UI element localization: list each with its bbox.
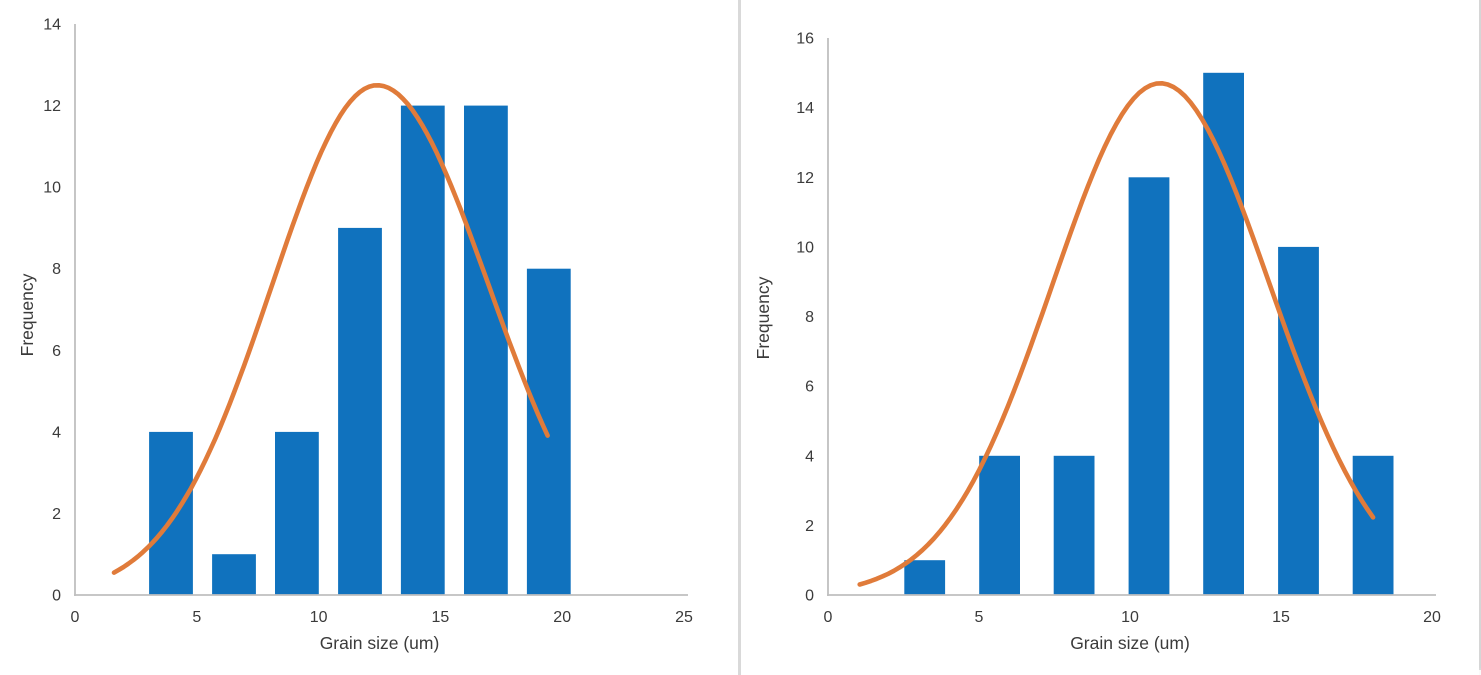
y-tick-label: 8 [52,261,61,278]
histogram-bar [149,431,193,595]
histogram-bar [1128,177,1170,596]
histogram-bar [904,560,946,595]
y-tick-label: 6 [805,379,814,396]
histogram-bar [1352,455,1394,596]
normal-fit-curve [857,81,1376,587]
y-tick-label: 8 [805,309,814,326]
y-tick-label: 6 [52,343,61,360]
y-tick-label: 16 [796,31,814,48]
x-axis-title: Grain size (um) [1070,633,1190,653]
y-tick-label: 14 [796,100,814,117]
x-tick-label: 20 [1423,609,1441,626]
x-tick-label: 15 [432,609,450,626]
histogram-bar [275,431,319,595]
x-tick-label: 5 [192,609,201,626]
x-tick-label: 0 [824,609,833,626]
y-tick-label: 10 [796,239,814,256]
x-axis-title: Grain size (um) [320,633,440,653]
histogram-bar [1203,72,1244,596]
left-chart-panel: 0 2 4 6 8 10 12 14 0 5 10 15 20 25 Grain size (um) Freq… [0,0,738,675]
y-tick-label: 4 [52,424,61,441]
figure-right-border [1479,0,1481,675]
panel-divider [738,0,741,675]
x-tick-label: 10 [1121,609,1139,626]
histogram-bar [526,268,571,595]
x-tick-label: 10 [310,609,328,626]
y-tick-label: 2 [52,506,61,523]
y-tick-label: 0 [805,588,814,605]
histogram-bar [464,105,508,595]
y-tick-label: 14 [43,17,61,34]
right-histogram-chart: 0 2 4 6 8 10 12 14 16 0 5 10 15 20 Grain size (um) Freq… [753,31,1441,654]
histogram-bar [979,455,1020,596]
y-tick-label: 12 [43,98,61,115]
x-tick-label: 15 [1272,609,1290,626]
x-tick-label: 0 [71,609,80,626]
histogram-bar [212,554,256,595]
histogram-bar [1278,246,1319,595]
y-axis-title: Frequency [17,273,37,356]
y-axis-title: Frequency [753,276,773,359]
y-tick-label: 10 [43,180,61,197]
left-histogram-chart: 0 2 4 6 8 10 12 14 0 5 10 15 20 25 Grain size (um) Freq… [17,17,693,654]
histogram-bar [338,227,382,595]
x-tick-label: 20 [553,609,571,626]
y-tick-label: 12 [796,170,814,187]
x-tick-label: 25 [675,609,693,626]
y-tick-label: 2 [805,518,814,535]
right-chart-panel: 0 2 4 6 8 10 12 14 16 0 5 10 15 20 Grain size (um) Freq… [741,0,1479,675]
x-tick-label: 5 [975,609,984,626]
histogram-bar [400,105,445,595]
y-tick-label: 0 [52,588,61,605]
y-tick-label: 4 [805,448,814,465]
histogram-bar [1053,455,1095,596]
normal-fit-curve [111,83,550,575]
